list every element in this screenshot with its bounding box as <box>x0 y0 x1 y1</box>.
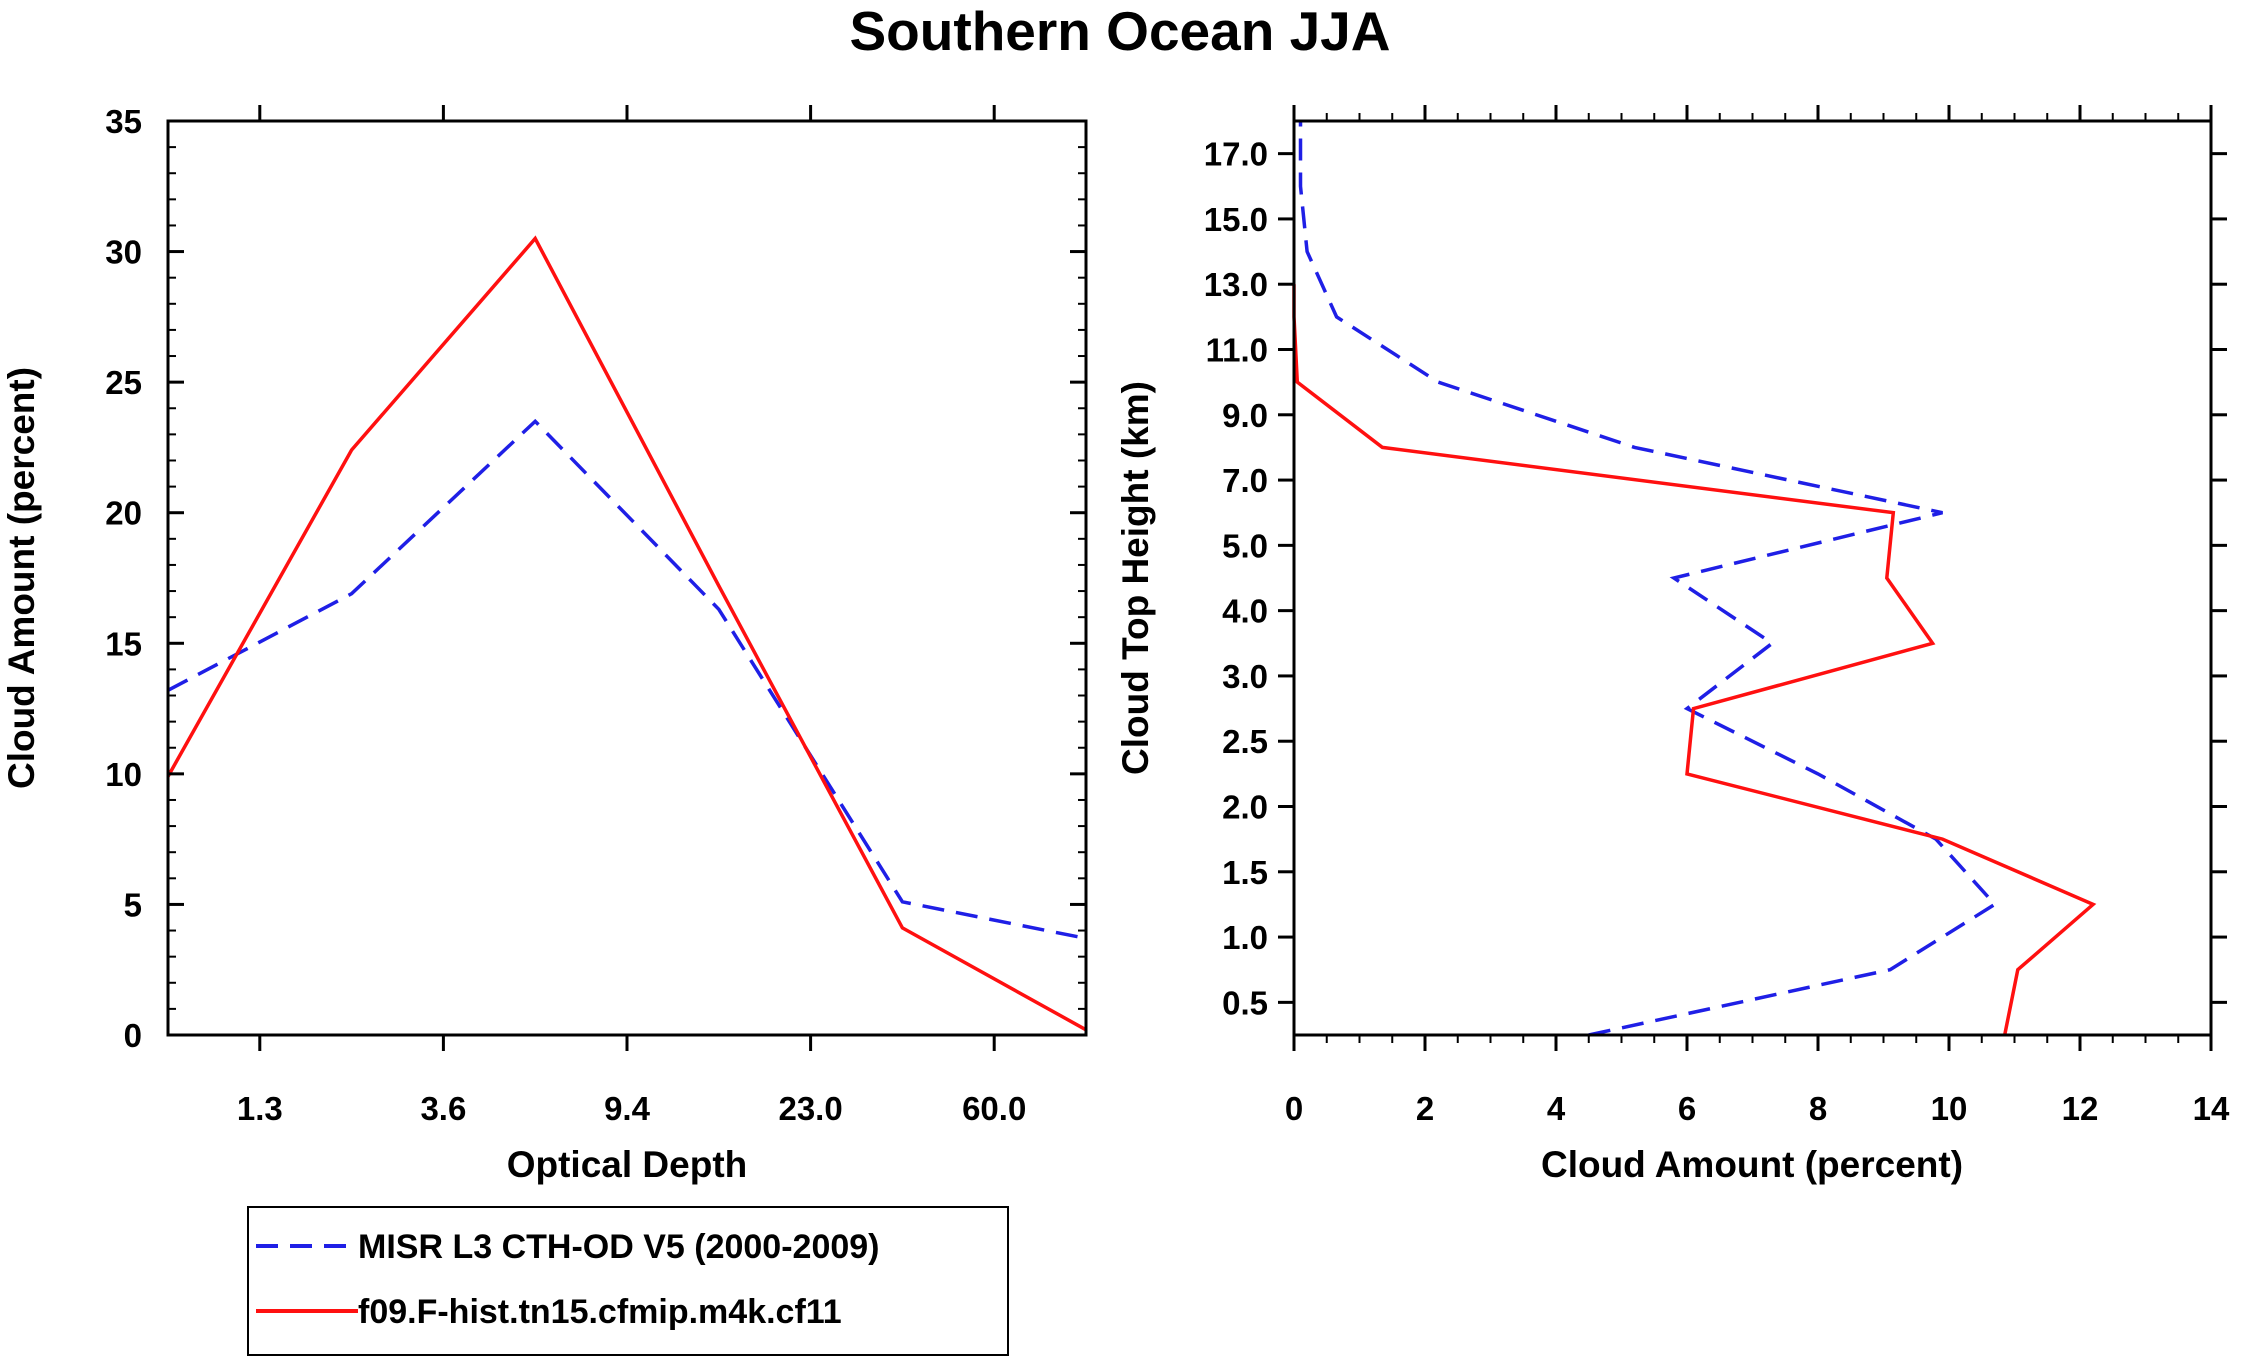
right-x-tick-label: 12 <box>2062 1090 2099 1127</box>
right-y-tick-label: 13.0 <box>1204 266 1268 303</box>
left-x-tick-label: 23.0 <box>778 1090 842 1127</box>
legend-label-model: f09.F-hist.tn15.cfmip.m4k.cf11 <box>358 1293 842 1331</box>
right-x-tick-label: 10 <box>1931 1090 1968 1127</box>
right-y-axis-title: Cloud Top Height (km) <box>1115 381 1156 775</box>
left-y-tick-label: 35 <box>105 103 142 140</box>
left-y-tick-label: 20 <box>105 495 142 532</box>
right-x-tick-label: 0 <box>1285 1090 1303 1127</box>
left-series-line-0 <box>167 418 1087 941</box>
left-tick-group: 0 5 10 15 20 25 30 35 1.3 3.6 9.4 23.0 60.0 <box>105 103 1086 1127</box>
right-x-tick-label: 8 <box>1809 1090 1827 1127</box>
right-y-tick-label: 1.0 <box>1222 919 1268 956</box>
left-x-tick-label: 60.0 <box>962 1090 1026 1127</box>
left-y-tick-label: 30 <box>105 234 142 271</box>
right-x-axis-title: Cloud Amount (percent) <box>1541 1144 1963 1185</box>
right-y-tick-label: 15.0 <box>1204 201 1268 238</box>
right-chart: 0 2 4 6 8 10 12 14 0.5 1.0 1.5 2.0 2.5 3.0 4.0 5.0 7.0 9.… <box>1115 105 2230 1185</box>
left-x-tick-label: 1.3 <box>237 1090 283 1127</box>
right-y-tick-label: 1.5 <box>1222 854 1268 891</box>
left-y-axis-title: Cloud Amount (percent) <box>1 367 42 789</box>
right-y-tick-label: 2.0 <box>1222 789 1268 826</box>
left-x-axis-title: Optical Depth <box>507 1144 748 1185</box>
left-y-tick-label: 5 <box>124 886 142 923</box>
left-plot-frame <box>166 119 1088 1037</box>
left-chart: 0 5 10 15 20 25 30 35 1.3 3.6 9.4 23.0 60.0 Optical … <box>1 103 1088 1185</box>
left-y-tick-label: 25 <box>105 364 142 401</box>
right-y-tick-label: 5.0 <box>1222 527 1268 564</box>
legend: MISR L3 CTH-OD V5 (2000-2009) f09.F-hist… <box>247 1206 1009 1356</box>
left-series-group <box>166 235 1087 1032</box>
right-y-tick-label: 7.0 <box>1222 462 1268 499</box>
left-y-tick-label: 15 <box>105 625 142 662</box>
right-x-tick-label: 14 <box>2193 1090 2230 1127</box>
right-plot-frame <box>1292 119 2213 1037</box>
right-y-tick-label: 3.0 <box>1222 658 1268 695</box>
left-series-line-1 <box>166 235 1087 1032</box>
right-series-group <box>1292 121 2097 1037</box>
right-tick-group: 0 2 4 6 8 10 12 14 0.5 1.0 1.5 2.0 2.5 3.0 4.0 5.0 7.0 9.… <box>1204 105 2230 1127</box>
left-x-tick-label: 9.4 <box>604 1090 651 1127</box>
right-y-tick-label: 2.5 <box>1222 723 1268 760</box>
right-x-tick-label: 4 <box>1547 1090 1566 1127</box>
right-series-line-1 <box>1292 284 2097 1036</box>
legend-label-misr: MISR L3 CTH-OD V5 (2000-2009) <box>358 1228 880 1266</box>
left-y-tick-label: 10 <box>105 756 142 793</box>
right-x-tick-label: 6 <box>1678 1090 1696 1127</box>
right-y-tick-label: 11.0 <box>1206 332 1268 369</box>
left-x-tick-label: 3.6 <box>420 1090 466 1127</box>
figure-title: Southern Ocean JJA <box>850 0 1391 62</box>
right-y-tick-label: 4.0 <box>1222 593 1268 630</box>
legend-box <box>247 1206 1009 1356</box>
right-series-line-0 <box>1298 121 1998 1037</box>
left-y-tick-label: 0 <box>124 1017 142 1054</box>
right-y-tick-label: 0.5 <box>1222 984 1268 1021</box>
right-y-tick-label: 9.0 <box>1222 397 1268 434</box>
right-x-tick-label: 2 <box>1416 1090 1434 1127</box>
right-y-tick-label: 17.0 <box>1204 136 1268 173</box>
